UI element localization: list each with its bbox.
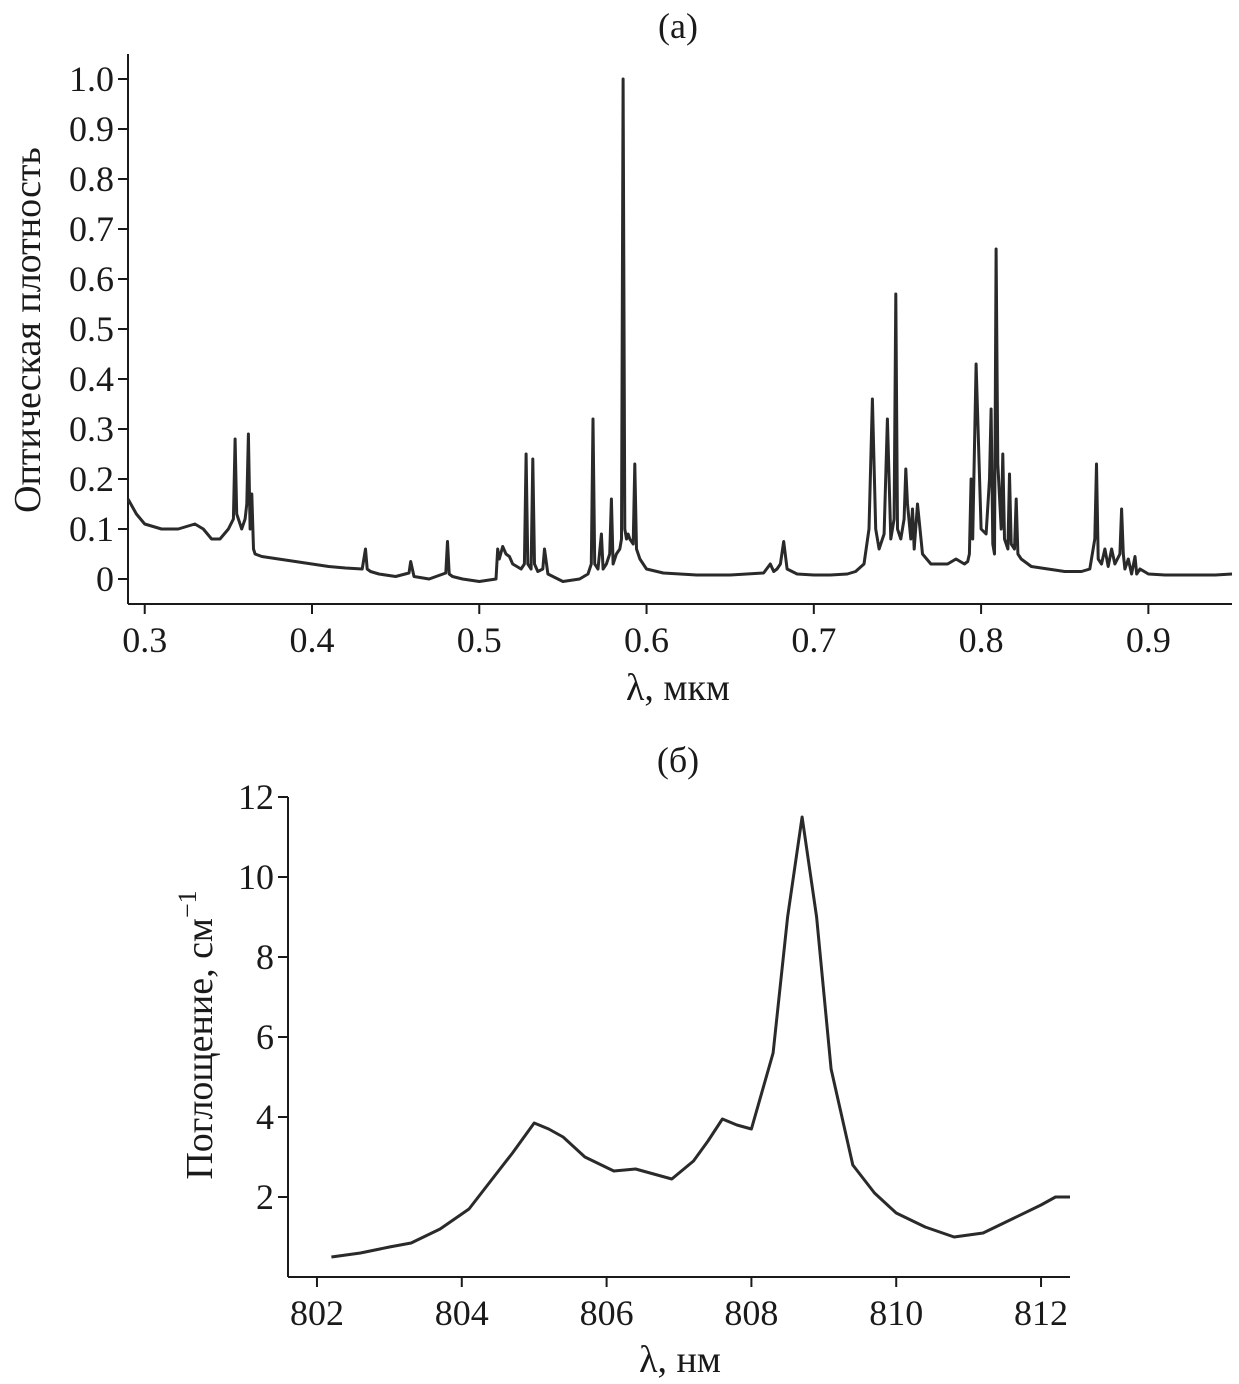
panel-b-y-axis-title-text: Поглощение, см <box>179 918 221 1180</box>
panel-b-x-tick-label: 810 <box>869 1293 923 1333</box>
panel-a-y-tick-label: 0.8 <box>69 159 114 199</box>
panel-a-x-tick-label: 0.4 <box>290 620 335 660</box>
panel-a-x-tick-label: 0.3 <box>122 620 167 660</box>
panel-a-axes: 0.3 0.4 0.5 0.6 0.7 0.8 0.9 0 0.1 0.2 0.3 0.4 0.5 0.6… <box>69 54 1232 660</box>
panel-b-x-tick-label: 802 <box>290 1293 344 1333</box>
panel-b-y-tick-label: 10 <box>238 857 274 897</box>
panel-a-y-tick-label: 0.5 <box>69 309 114 349</box>
panel-a-y-tick-label: 1.0 <box>69 59 114 99</box>
panel-a-x-tick-label: 0.9 <box>1126 620 1171 660</box>
panel-a-y-tick-label: 0 <box>96 559 114 599</box>
panel-a-label: (a) <box>658 6 698 46</box>
panel-a-x-tick-label: 0.8 <box>959 620 1004 660</box>
panel-a-x-tick-label: 0.6 <box>624 620 669 660</box>
panel-a-y-tick-label: 0.9 <box>69 109 114 149</box>
panel-a: (a) 0.3 0.4 0.5 0.6 0.7 0.8 0.900.10.20.30.40.… <box>7 6 1233 709</box>
panel-a-y-tick-label: 0.1 <box>69 509 114 549</box>
panel-a-y-tick-label: 0.3 <box>69 409 114 449</box>
panel-b-y-axis-title-sup: −1 <box>173 890 202 918</box>
panel-b-x-tick-label: 804 <box>435 1293 489 1333</box>
panel-a-y-axis-title: Оптическая плотность <box>7 147 49 513</box>
panel-a-y-tick-label: 0.4 <box>69 359 114 399</box>
panel-b-y-axis-title: Поглощение, см−1 <box>173 890 221 1179</box>
panel-b-y-tick-label: 6 <box>256 1017 274 1057</box>
panel-b-x-tick-label: 812 <box>1014 1293 1068 1333</box>
panel-a-y-tick-label: 0.6 <box>69 259 114 299</box>
panel-b-y-tick-label: 12 <box>238 777 274 817</box>
panel-b-y-tick-label: 4 <box>256 1097 274 1137</box>
panel-b-label: (б) <box>657 740 699 780</box>
panel-a-x-tick-label: 0.7 <box>791 620 836 660</box>
panel-b-x-tick-label: 806 <box>580 1293 634 1333</box>
panel-b-y-tick-label: 2 <box>256 1177 274 1217</box>
panel-a-y-tick-label: 0.7 <box>69 209 114 249</box>
panel-b-x-tick-label: 808 <box>724 1293 778 1333</box>
panel-a-y-tick-label: 0.2 <box>69 459 114 499</box>
panel-a-x-axis-title: λ, мкм <box>626 667 730 709</box>
panel-b-y-tick-label: 8 <box>256 937 274 977</box>
panel-a-series-line <box>126 77 1233 583</box>
panel-b-x-axis-title: λ, нм <box>639 1339 721 1381</box>
panel-a-x-tick-label: 0.5 <box>457 620 502 660</box>
panel-b-series-line <box>331 815 1070 1259</box>
